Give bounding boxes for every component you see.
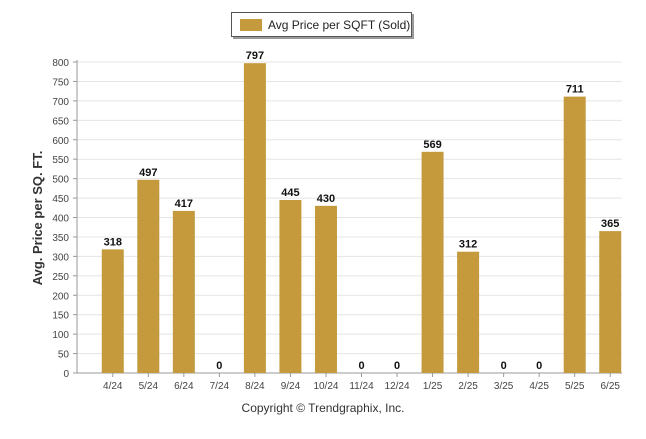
data-label: 312: [459, 239, 477, 251]
x-tick-label: 6/24: [174, 381, 194, 392]
y-tick-label: 50: [58, 350, 70, 361]
bar-1-25: [421, 151, 444, 373]
data-label: 711: [566, 84, 584, 96]
data-label: 0: [394, 360, 400, 372]
x-tick-label: 9/24: [281, 381, 301, 392]
y-tick-label: 400: [52, 214, 69, 225]
data-label: 0: [536, 360, 542, 372]
data-label: 569: [423, 139, 441, 151]
data-label: 365: [601, 218, 619, 230]
x-tick-label: 4/24: [103, 381, 123, 392]
y-tick-label: 100: [52, 330, 69, 341]
x-tick-label: 11/24: [349, 381, 374, 392]
y-tick-label: 0: [63, 369, 69, 380]
data-label: 0: [501, 360, 507, 372]
x-tick-label: 2/25: [458, 381, 478, 392]
x-tick-label: 6/25: [600, 381, 620, 392]
data-label: 430: [317, 193, 335, 205]
y-tick-label: 500: [52, 175, 69, 186]
legend-label: Avg Price per SQFT (Sold): [268, 17, 411, 32]
bar-5-24: [137, 179, 160, 373]
x-tick-label: 7/24: [210, 381, 230, 392]
x-tick-label: 8/24: [245, 381, 265, 392]
x-tick-label: 5/25: [565, 381, 585, 392]
data-label: 417: [175, 198, 193, 210]
y-tick-label: 300: [52, 252, 69, 263]
data-label: 0: [358, 360, 364, 372]
bar-9-24: [279, 200, 302, 373]
y-tick-label: 650: [52, 116, 69, 127]
y-tick-label: 600: [52, 136, 69, 147]
y-tick-label: 250: [52, 272, 69, 283]
bar-4-24: [101, 249, 124, 373]
data-label: 797: [246, 50, 264, 62]
y-tick-label: 350: [52, 233, 69, 244]
copyright-text: Copyright © Trendgraphix, Inc.: [241, 401, 405, 415]
x-tick-label: 1/25: [423, 381, 443, 392]
data-label: 318: [104, 236, 122, 248]
y-tick-label: 200: [52, 291, 69, 302]
bar-5-25: [563, 96, 586, 373]
y-tick-label: 800: [52, 58, 69, 69]
x-tick-label: 5/24: [139, 381, 159, 392]
y-tick-label: 150: [52, 311, 69, 322]
legend-swatch: [240, 18, 262, 31]
bar-6-24: [172, 210, 195, 373]
bar-2-25: [457, 251, 480, 373]
y-axis-title: Avg. Price per SQ. FT.: [30, 151, 45, 286]
bar-6-25: [599, 231, 622, 373]
y-tick-label: 750: [52, 77, 69, 88]
data-label: 497: [139, 167, 157, 179]
y-tick-label: 700: [52, 97, 69, 108]
x-tick-label: 10/24: [313, 381, 338, 392]
y-tick-label: 450: [52, 194, 69, 205]
data-label: 445: [281, 187, 299, 199]
chart-legend: Avg Price per SQFT (Sold): [231, 12, 412, 37]
x-tick-label: 12/24: [385, 381, 410, 392]
x-tick-label: 4/25: [529, 381, 549, 392]
bar-8-24: [243, 63, 266, 373]
bar-10-24: [314, 205, 337, 373]
y-tick-label: 550: [52, 155, 69, 166]
x-tick-label: 3/25: [494, 381, 514, 392]
data-label: 0: [216, 360, 222, 372]
